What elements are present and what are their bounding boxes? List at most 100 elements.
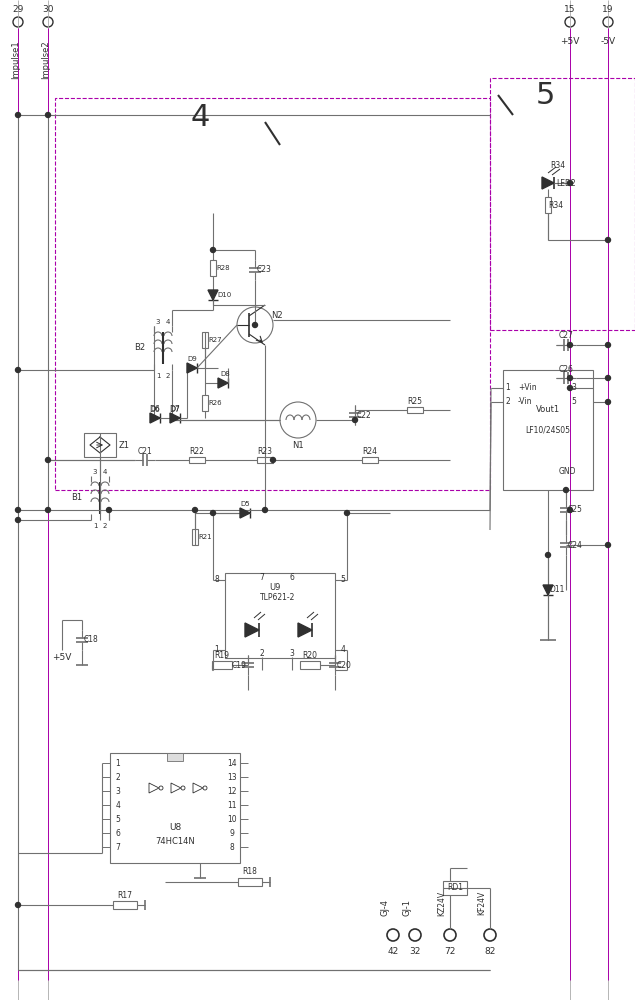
Circle shape	[15, 112, 20, 117]
Circle shape	[107, 508, 112, 512]
Text: 2: 2	[116, 772, 121, 782]
Text: C20: C20	[337, 660, 351, 670]
Polygon shape	[193, 783, 203, 793]
Text: 32: 32	[410, 946, 420, 956]
Text: +5V: +5V	[52, 654, 72, 662]
Text: R17: R17	[117, 890, 133, 900]
Text: KF24V: KF24V	[478, 891, 486, 915]
Bar	[257, 457, 273, 463]
Text: -Vin: -Vin	[518, 397, 533, 406]
Text: 4: 4	[340, 646, 345, 654]
Circle shape	[563, 488, 568, 492]
Text: 15: 15	[565, 5, 576, 14]
Bar	[212, 661, 232, 669]
Text: D8: D8	[220, 371, 230, 377]
Text: 72: 72	[444, 946, 456, 956]
Bar	[300, 661, 320, 669]
Circle shape	[568, 180, 573, 186]
Text: 1: 1	[93, 523, 97, 529]
Circle shape	[262, 508, 267, 512]
Text: R20: R20	[302, 650, 318, 660]
Text: R18: R18	[243, 867, 257, 876]
Text: 4: 4	[190, 104, 210, 132]
Polygon shape	[149, 783, 159, 793]
Text: 6: 6	[290, 574, 295, 582]
Text: D6: D6	[150, 406, 160, 412]
Circle shape	[606, 375, 610, 380]
Polygon shape	[208, 290, 218, 300]
Bar	[113, 901, 137, 909]
Text: Impulse1: Impulse1	[11, 41, 20, 79]
Circle shape	[15, 508, 20, 512]
Text: R26: R26	[208, 400, 222, 406]
Polygon shape	[245, 623, 259, 637]
Text: 30: 30	[43, 5, 54, 14]
Text: 29: 29	[12, 5, 23, 14]
Text: 3: 3	[93, 469, 97, 475]
Text: C23: C23	[257, 265, 271, 274]
Text: R24: R24	[363, 448, 377, 456]
Circle shape	[15, 518, 20, 522]
Text: D7: D7	[170, 406, 180, 412]
Text: GND: GND	[559, 468, 576, 477]
Text: 8: 8	[230, 842, 234, 852]
Text: 5: 5	[340, 576, 345, 584]
Text: R22: R22	[190, 448, 204, 456]
Polygon shape	[171, 783, 181, 793]
Text: 74HC14N: 74HC14N	[155, 838, 195, 846]
Circle shape	[606, 542, 610, 548]
Bar	[189, 457, 205, 463]
Text: 1: 1	[505, 383, 510, 392]
Circle shape	[568, 375, 573, 380]
Text: R25: R25	[408, 397, 422, 406]
Text: R28: R28	[216, 265, 230, 271]
Bar	[503, 370, 593, 490]
Text: 1: 1	[215, 646, 219, 654]
Text: C25: C25	[568, 506, 582, 514]
Circle shape	[210, 247, 215, 252]
Text: U9: U9	[269, 582, 281, 591]
Bar	[84, 433, 116, 457]
Bar	[110, 753, 240, 863]
Circle shape	[192, 508, 197, 512]
Text: C21: C21	[138, 446, 152, 456]
Circle shape	[568, 508, 573, 512]
Bar	[192, 529, 198, 545]
Text: RD1: RD1	[447, 884, 463, 892]
Circle shape	[271, 458, 276, 462]
Text: 19: 19	[602, 5, 614, 14]
Text: GJ-4: GJ-4	[380, 898, 389, 916]
Text: 4: 4	[103, 469, 107, 475]
Text: Vout1: Vout1	[536, 406, 560, 414]
Circle shape	[46, 112, 51, 117]
Text: C22: C22	[357, 410, 371, 420]
Text: N2: N2	[271, 310, 283, 320]
Text: 2: 2	[166, 373, 170, 379]
Text: 11: 11	[227, 800, 237, 810]
Text: Impulse2: Impulse2	[41, 41, 51, 79]
Text: +Vin: +Vin	[518, 383, 537, 392]
Text: 8: 8	[215, 576, 219, 584]
Bar	[407, 407, 423, 413]
Text: 1: 1	[156, 373, 160, 379]
Text: KZ24V: KZ24V	[438, 890, 446, 916]
Text: 13: 13	[227, 772, 237, 782]
Text: R27: R27	[208, 337, 222, 343]
Text: D5: D5	[240, 501, 250, 507]
Circle shape	[15, 902, 20, 908]
Text: 3: 3	[116, 786, 121, 796]
Bar	[238, 878, 262, 886]
Bar	[167, 753, 183, 761]
Circle shape	[345, 510, 349, 516]
Circle shape	[352, 418, 358, 422]
Circle shape	[253, 322, 258, 328]
Text: +5V: +5V	[560, 37, 580, 46]
Circle shape	[545, 552, 551, 558]
Text: 4: 4	[166, 319, 170, 325]
Bar	[490, 78, 635, 330]
Text: TLP621-2: TLP621-2	[260, 592, 296, 601]
Bar	[202, 395, 208, 411]
Text: 5: 5	[116, 814, 121, 824]
Bar	[362, 457, 378, 463]
Circle shape	[46, 458, 51, 462]
